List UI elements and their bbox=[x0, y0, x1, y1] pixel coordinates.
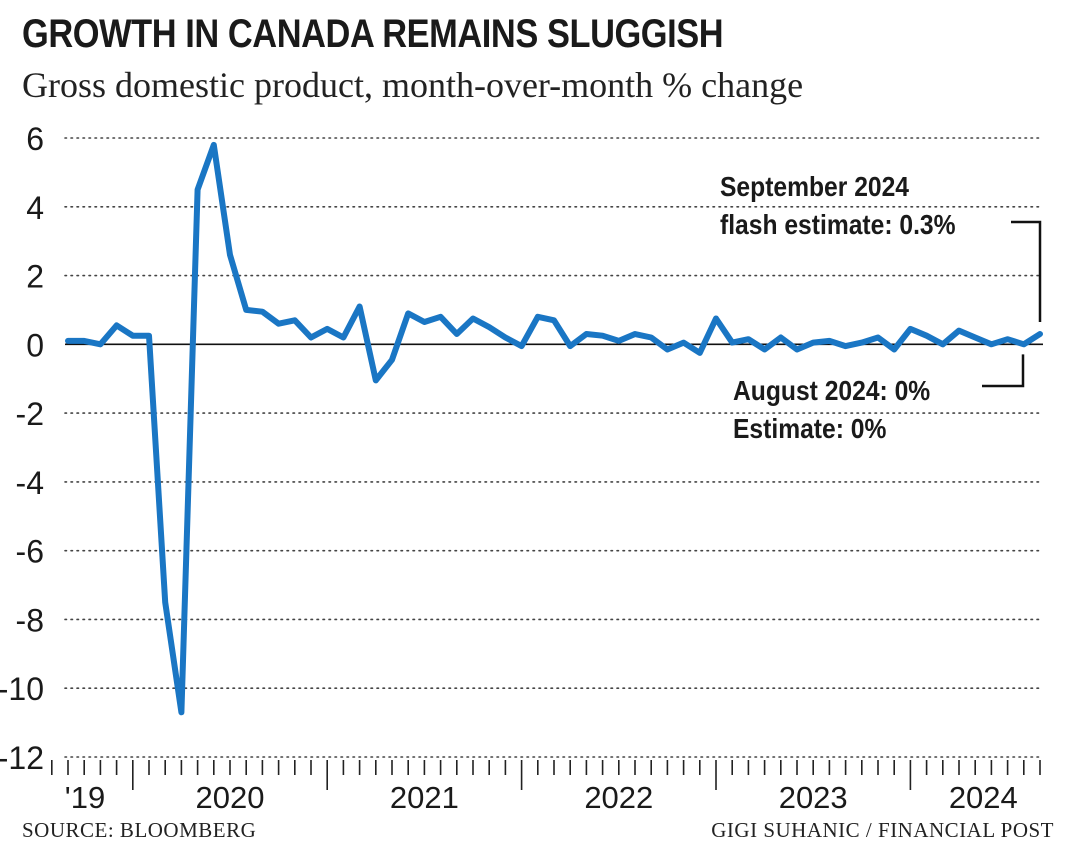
data-point bbox=[227, 252, 233, 258]
data-point bbox=[422, 319, 427, 325]
data-point bbox=[211, 142, 216, 148]
data-point bbox=[973, 335, 978, 340]
y-tick-label: 4 bbox=[26, 190, 44, 226]
data-point bbox=[811, 340, 816, 345]
y-tick-label: 6 bbox=[26, 121, 44, 157]
y-tick-label: 2 bbox=[26, 259, 44, 295]
y-tick-label: -12 bbox=[0, 740, 44, 776]
august-annotation-line1: August 2024: 0% bbox=[733, 375, 931, 406]
august-annotation-line2: Estimate: 0% bbox=[733, 413, 887, 444]
data-point bbox=[665, 347, 670, 352]
data-point bbox=[244, 307, 249, 313]
data-point bbox=[600, 333, 605, 338]
x-tick-label: '19 bbox=[65, 780, 105, 815]
data-point bbox=[487, 324, 492, 330]
data-point bbox=[1021, 342, 1026, 347]
data-point bbox=[65, 338, 71, 344]
data-point bbox=[535, 314, 540, 320]
data-point bbox=[260, 309, 265, 314]
data-point bbox=[406, 311, 411, 316]
september-leader-line bbox=[1011, 220, 1042, 323]
y-tick-label: 0 bbox=[26, 327, 44, 363]
data-point bbox=[1037, 331, 1043, 337]
data-point bbox=[956, 328, 962, 333]
data-point bbox=[730, 340, 735, 345]
data-point bbox=[924, 333, 929, 338]
data-point bbox=[843, 343, 848, 349]
y-tick-label: -8 bbox=[16, 602, 44, 638]
data-point bbox=[989, 342, 994, 347]
data-point bbox=[163, 600, 168, 605]
x-tick-label: 2023 bbox=[779, 780, 848, 815]
data-point bbox=[276, 321, 281, 326]
data-point bbox=[195, 187, 200, 192]
september-annotation: September 2024 flash estimate: 0.3% bbox=[720, 168, 956, 244]
data-point bbox=[875, 335, 881, 340]
data-point bbox=[778, 335, 783, 340]
y-tick-label: -10 bbox=[0, 671, 44, 707]
data-point bbox=[632, 331, 638, 337]
data-point bbox=[146, 333, 152, 338]
data-point bbox=[568, 343, 573, 349]
data-point bbox=[470, 316, 476, 321]
y-tick-label: -4 bbox=[16, 465, 44, 501]
data-point bbox=[697, 350, 702, 356]
data-point bbox=[551, 318, 557, 323]
data-point bbox=[649, 335, 654, 340]
data-point bbox=[82, 338, 87, 344]
data-point bbox=[373, 378, 378, 383]
data-point bbox=[357, 304, 362, 309]
chart-title: GROWTH IN CANADA REMAINS SLUGGISH bbox=[22, 12, 724, 56]
data-point bbox=[308, 335, 314, 340]
data-point bbox=[584, 331, 589, 337]
data-point bbox=[519, 343, 524, 349]
september-annotation-line2: flash estimate: 0.3% bbox=[720, 209, 956, 240]
data-point bbox=[503, 335, 508, 340]
data-point bbox=[616, 338, 621, 344]
data-point bbox=[713, 316, 719, 321]
x-tick-label: 2022 bbox=[584, 780, 653, 815]
source-note: SOURCE: BLOOMBERG bbox=[22, 818, 257, 842]
data-point bbox=[681, 340, 686, 345]
y-tick-label: -2 bbox=[16, 396, 44, 432]
august-annotation: August 2024: 0% Estimate: 0% bbox=[733, 372, 930, 448]
x-tick-label: 2020 bbox=[196, 780, 265, 815]
data-point bbox=[454, 331, 459, 337]
data-point bbox=[292, 318, 297, 323]
data-point bbox=[1005, 336, 1010, 342]
data-point bbox=[438, 314, 443, 320]
chart-subtitle: Gross domestic product, month-over-month… bbox=[22, 65, 804, 105]
credit-note: GIGI SUHANIC / FINANCIAL POST bbox=[711, 818, 1054, 842]
data-point bbox=[114, 323, 119, 328]
data-point bbox=[892, 347, 897, 352]
data-point bbox=[908, 326, 913, 332]
y-tick-label: -6 bbox=[16, 534, 44, 570]
data-point bbox=[389, 357, 395, 363]
data-point bbox=[827, 338, 832, 344]
data-point bbox=[341, 335, 346, 340]
september-annotation-line1: September 2024 bbox=[720, 171, 910, 202]
data-point bbox=[940, 342, 945, 347]
data-point bbox=[859, 340, 864, 345]
x-tick-label: 2024 bbox=[949, 780, 1018, 815]
data-point bbox=[746, 336, 751, 342]
data-point bbox=[98, 342, 103, 347]
data-point bbox=[130, 333, 135, 338]
data-point bbox=[762, 347, 767, 352]
data-point bbox=[794, 347, 800, 352]
august-leader-line bbox=[982, 354, 1025, 388]
data-point bbox=[325, 326, 330, 332]
data-point bbox=[179, 710, 184, 715]
x-tick-label: 2021 bbox=[390, 780, 459, 815]
